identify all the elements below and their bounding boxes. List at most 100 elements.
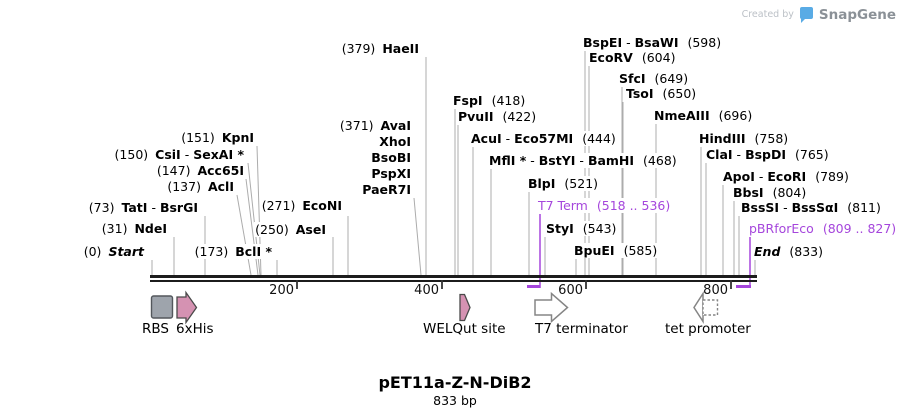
site-name: BstYI bbox=[538, 153, 576, 168]
site-label-nmeAIII: NmeAIII (696) bbox=[653, 108, 754, 123]
site-name: End bbox=[754, 244, 781, 259]
site-label-mflI-bstYI-bamHI: MflI * - BstYI - BamHI (468) bbox=[488, 153, 678, 168]
site-pos: (833) bbox=[789, 244, 824, 259]
site-name: BpuEI bbox=[574, 243, 615, 258]
feature-label-rbs: RBS bbox=[142, 321, 169, 337]
snapgene-brand-text: SnapGene bbox=[818, 6, 896, 23]
scale-ticks bbox=[296, 280, 732, 289]
site-pos: (379) bbox=[341, 41, 376, 56]
site-name-separator: - bbox=[758, 169, 764, 184]
site-pos: (371) bbox=[339, 118, 374, 133]
annotation-label-pbrforeco: pBRforEco (809 .. 827) bbox=[748, 221, 898, 236]
site-label-claI-bspDI: ClaI - BspDI (765) bbox=[705, 147, 830, 162]
site-name: ClaI bbox=[706, 147, 733, 162]
site-name-separator: - bbox=[626, 35, 631, 50]
site-name: HindIII bbox=[699, 131, 746, 146]
site-pos: (758) bbox=[754, 131, 789, 146]
site-label-blpI: BlpI (521) bbox=[527, 176, 600, 191]
site-label-sfcI: SfcI (649) bbox=[618, 71, 690, 86]
site-name: BssSI bbox=[741, 200, 780, 215]
site-name-separator: - bbox=[184, 147, 190, 162]
site-label-styI: StyI (543) bbox=[545, 221, 618, 236]
site-pos: (0) bbox=[83, 244, 102, 259]
site-name: FspI bbox=[453, 93, 483, 108]
site-name: EcoRV bbox=[589, 50, 633, 65]
feature-label-tet-promoter: tet promoter bbox=[665, 321, 751, 337]
site-name: CsiI bbox=[155, 147, 181, 162]
site-pos: (444) bbox=[582, 131, 616, 146]
feature-label-6xhis: 6xHis bbox=[176, 321, 214, 337]
annotation-label-t7-term: T7 Term (518 .. 536) bbox=[537, 198, 672, 213]
site-pos: (137) bbox=[167, 179, 201, 194]
site-name: MflI * bbox=[489, 153, 527, 168]
site-name: TatI bbox=[121, 200, 148, 215]
site-label-acuI-eco57MI: AcuI - Eco57MI (444) bbox=[470, 131, 617, 146]
site-name: BbsI bbox=[733, 185, 764, 200]
site-label-tsoI: TsoI (650) bbox=[625, 86, 698, 101]
site-name-separator: - bbox=[783, 200, 788, 215]
site-pos: (649) bbox=[654, 71, 689, 86]
connector-acc65I bbox=[245, 178, 259, 276]
site-name-separator: - bbox=[736, 147, 742, 162]
site-pos: (418) bbox=[491, 93, 526, 108]
site-pos: (31) bbox=[101, 221, 128, 236]
site-label-bpuEI: BpuEI (585) bbox=[573, 243, 659, 258]
site-name-separator: - bbox=[505, 131, 511, 146]
site-name: KpnI bbox=[221, 130, 254, 145]
site-label-pvuII: PvuII (422) bbox=[457, 109, 538, 124]
site-name-separator: - bbox=[530, 153, 535, 168]
site-pos: (543) bbox=[582, 221, 617, 236]
site-pos: (804) bbox=[772, 185, 807, 200]
sixhis-arrow bbox=[176, 290, 198, 325]
feature-label-welqut-site: WELQut site bbox=[423, 321, 506, 337]
site-pos: (422) bbox=[502, 109, 537, 124]
site-name: ApoI bbox=[723, 169, 755, 184]
site-name: AclI bbox=[207, 179, 234, 194]
site-label-bssSI: BssSI - BssSαI (811) bbox=[740, 200, 882, 215]
connector-aclI bbox=[236, 194, 252, 276]
site-pos: (150) bbox=[114, 147, 149, 162]
site-name: Start bbox=[108, 244, 144, 259]
site-pos: (271) bbox=[261, 198, 296, 213]
map-backbone-bottom bbox=[150, 280, 757, 282]
site-name: PvuII bbox=[458, 109, 494, 124]
site-name-separator: - bbox=[579, 153, 584, 168]
site-name: Acc65I bbox=[197, 163, 244, 178]
annotation-range: (518 .. 536) bbox=[596, 198, 671, 213]
site-name-separator: - bbox=[151, 200, 156, 215]
site-name: BspDI bbox=[745, 147, 787, 162]
site-name: AseI bbox=[295, 222, 326, 237]
site-label-acc65I: (147) Acc65I bbox=[155, 163, 245, 178]
site-label-ecoNI: (271) EcoNI bbox=[260, 198, 343, 213]
site-pos: (250) bbox=[255, 222, 289, 237]
site-pos: (765) bbox=[795, 147, 829, 162]
connector-avaI-group bbox=[413, 197, 422, 276]
site-name: AvaI bbox=[380, 118, 411, 133]
map-backbone-top bbox=[150, 275, 757, 278]
site-name: Eco57MI bbox=[514, 131, 574, 146]
site-label-csiI-sexAI: (150) CsiI - SexAI * bbox=[113, 147, 245, 162]
site-label-hindIII: HindIII (758) bbox=[698, 131, 790, 146]
site-label-ecoRV: EcoRV (604) bbox=[588, 50, 677, 65]
site-label-bspEI-bsaWI: BspEI - BsaWI (598) bbox=[582, 35, 723, 50]
site-name: BsaWI bbox=[634, 35, 679, 50]
site-name: TsoI bbox=[626, 86, 654, 101]
scale-label-600: 600 bbox=[558, 283, 583, 298]
site-pos: (147) bbox=[156, 163, 191, 178]
site-name: PaeR7I bbox=[362, 182, 411, 197]
annotation-name: T7 Term bbox=[538, 198, 588, 213]
site-name: SfcI bbox=[619, 71, 646, 86]
site-label-paeR7I: PaeR7I bbox=[361, 182, 412, 197]
rbs-shape bbox=[150, 295, 174, 319]
site-name: StyI bbox=[546, 221, 574, 236]
snapgene-watermark: Created by SnapGene bbox=[742, 6, 896, 23]
site-label-apoI-ecoRI: ApoI - EcoRI (789) bbox=[722, 169, 850, 184]
site-pos: (789) bbox=[815, 169, 849, 184]
site-label-haeII: (379) HaeII bbox=[340, 41, 420, 56]
site-name: BspEI bbox=[583, 35, 623, 50]
t7-terminator-arrow bbox=[534, 291, 569, 324]
site-label-pspXI: PspXI bbox=[370, 166, 412, 181]
site-name: SexAI * bbox=[193, 147, 244, 162]
plasmid-length: 833 bp bbox=[433, 393, 477, 408]
